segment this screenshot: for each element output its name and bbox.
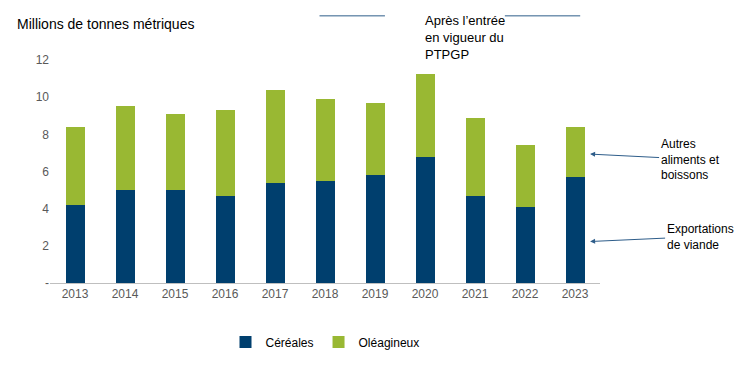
svg-text:2017: 2017 — [262, 287, 289, 301]
svg-text:2015: 2015 — [162, 287, 189, 301]
svg-text:Exportationsde viande: Exportationsde viande — [667, 222, 734, 252]
svg-text:12: 12 — [36, 53, 50, 67]
svg-text:2020: 2020 — [412, 287, 439, 301]
svg-text:8: 8 — [42, 128, 49, 142]
svg-text:2013: 2013 — [62, 287, 89, 301]
svg-text:2: 2 — [42, 239, 49, 253]
svg-text:Oléagineux: Oléagineux — [359, 336, 420, 350]
svg-text:-: - — [45, 276, 49, 290]
svg-text:2018: 2018 — [312, 287, 339, 301]
svg-text:Céréales: Céréales — [266, 336, 314, 350]
svg-text:10: 10 — [36, 90, 50, 104]
svg-text:2016: 2016 — [212, 287, 239, 301]
svg-text:2014: 2014 — [112, 287, 139, 301]
svg-text:2019: 2019 — [362, 287, 389, 301]
svg-text:Après l’entréeen vigueur duPTP: Après l’entréeen vigueur duPTPGP — [425, 13, 505, 62]
svg-text:Autresaliments etboissons: Autresaliments etboissons — [661, 137, 720, 182]
svg-text:4: 4 — [42, 202, 49, 216]
svg-text:Millions de tonnes métriques: Millions de tonnes métriques — [17, 16, 194, 32]
svg-text:2021: 2021 — [462, 287, 489, 301]
svg-text:2023: 2023 — [562, 287, 589, 301]
svg-text:2022: 2022 — [512, 287, 539, 301]
svg-text:6: 6 — [42, 165, 49, 179]
